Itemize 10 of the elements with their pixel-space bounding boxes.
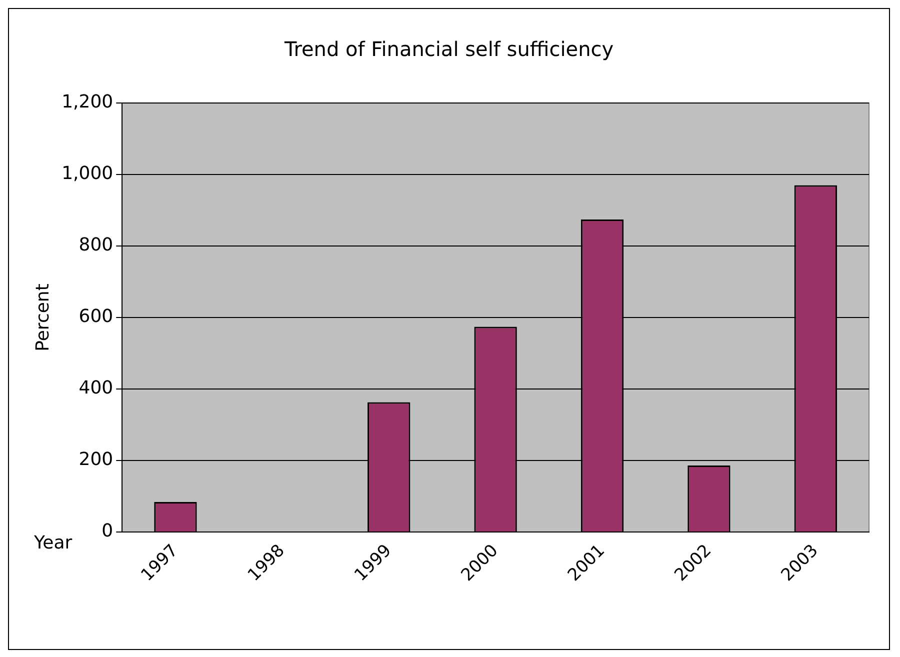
chart-title: Trend of Financial self sufficiency bbox=[283, 37, 614, 62]
x-axis-title: Year bbox=[33, 532, 73, 554]
y-tick-label: 400 bbox=[78, 378, 114, 399]
y-axis-title: Percent bbox=[32, 284, 54, 352]
y-tick-label: 600 bbox=[78, 306, 114, 328]
y-tick-label: 1,200 bbox=[62, 92, 114, 113]
y-tick-label: 800 bbox=[78, 234, 114, 256]
y-tick-label: 1,000 bbox=[62, 163, 114, 184]
y-tick-label: 0 bbox=[102, 520, 114, 542]
y-tick-label: 200 bbox=[78, 449, 114, 470]
